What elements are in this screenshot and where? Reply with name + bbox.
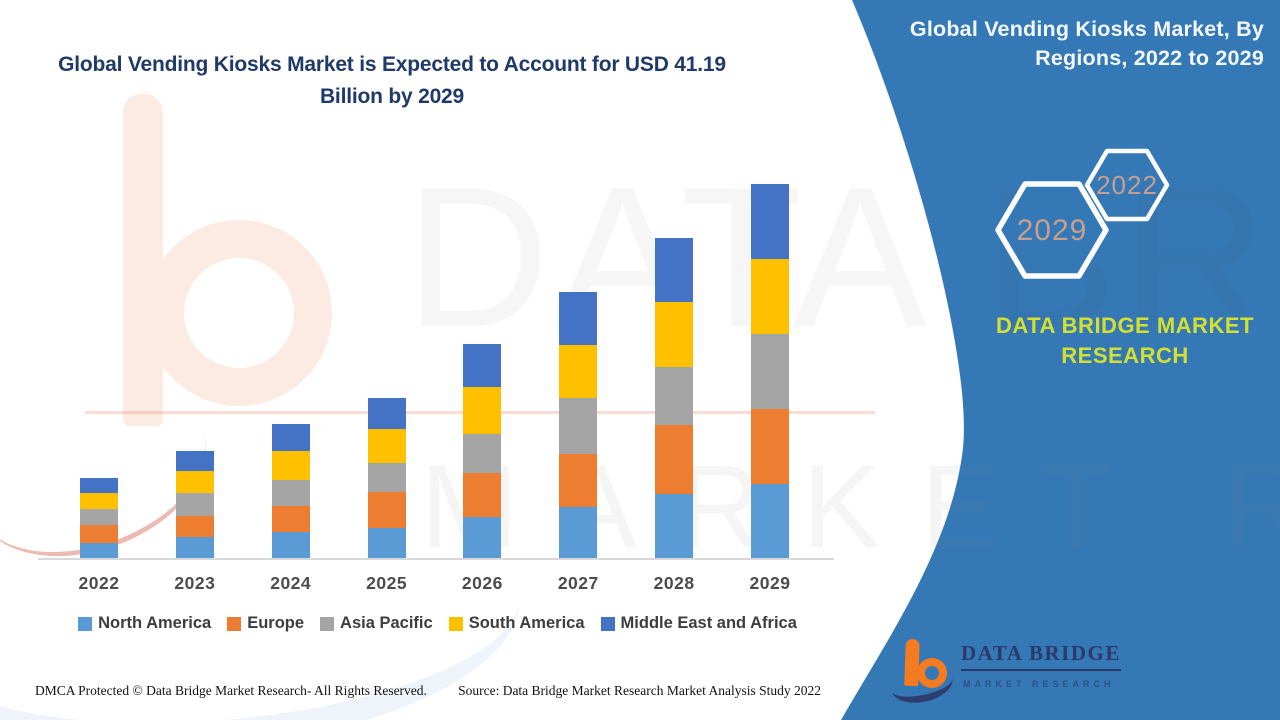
legend-item-middle-east-and-africa: Middle East and Africa [600,614,797,633]
bar-segment-north-america [367,528,406,558]
year-hexagons: 2022 2029 [995,148,1170,279]
bar-segment-europe [271,506,310,532]
bar-segment-north-america [751,484,789,558]
legend-swatch [320,616,335,631]
bar-segment-north-america [175,537,214,558]
bar-segment-europe [463,473,502,517]
x-axis-label-2023: 2023 [174,573,216,593]
bar-segment-north-america [655,494,694,558]
bar-segment-middle-east-and-africa [751,184,789,259]
chart-legend: North America Europe Asia Pacific South Ame… [40,614,835,633]
bar-segment-middle-east-and-africa [559,292,598,345]
brand-wordmark-line2: RESEARCH [1061,343,1189,368]
hexagon-2029-label: 2029 [1017,214,1088,247]
legend-label: South America [468,614,585,632]
legend-item-south-america: South America [448,614,585,633]
bar-segment-asia-pacific [80,509,118,525]
panel-title-line2: Regions, 2022 to 2029 [1035,46,1264,70]
bar-segment-north-america [559,507,598,558]
x-axis-label-2025: 2025 [366,573,408,593]
bar-segment-asia-pacific [463,434,502,473]
legend-label: Middle East and Africa [620,614,797,632]
hexagon-2029 [995,181,1109,279]
footer: DMCA Protected © Data Bridge Market Rese… [35,683,821,699]
bar-segment-south-america [271,451,310,480]
bar-segment-south-america [559,345,598,398]
legend-swatch [600,616,615,631]
headline-line2: Billion by 2029 [319,85,465,108]
legend-swatch [227,616,242,631]
blue-panel-shape [841,0,1280,720]
legend-label: North America [98,614,212,632]
bar-segment-asia-pacific [655,367,694,425]
panel-title-line1: Global Vending Kiosks Market, By [909,17,1264,41]
bar-segment-europe [655,425,694,494]
legend-label: Europe [247,614,305,632]
bar-segment-europe [559,454,598,507]
legend-item-north-america: North America [78,614,211,633]
bar-segment-north-america [80,543,118,558]
bar-segment-south-america [655,302,694,367]
bar-segment-middle-east-and-africa [463,344,502,387]
data-bridge-logo: DATA BRIDGE MARKET RESEARCH [888,633,1133,709]
x-axis-line [38,558,834,560]
bar-segment-asia-pacific [175,493,214,516]
bar-segment-europe [80,525,118,543]
bar-segment-south-america [751,259,789,334]
bar-segment-middle-east-and-africa [367,398,406,429]
x-axis-label-2022: 2022 [78,573,120,593]
bar-segment-north-america [271,532,310,558]
bar-segment-asia-pacific [751,334,789,409]
bar-segment-middle-east-and-africa [80,478,118,493]
footer-dmca-text: DMCA Protected © Data Bridge Market Rese… [35,683,427,698]
legend-swatch [448,616,463,631]
legend-item-europe: Europe [227,614,304,633]
legend-swatch [78,616,93,631]
bar-segment-europe [367,492,406,528]
bar-segment-middle-east-and-africa [175,451,214,471]
bar-segment-south-america [80,493,118,509]
x-axis-label-2026: 2026 [461,573,503,593]
x-axis-label-2029: 2029 [749,573,791,593]
bar-segment-south-america [175,471,214,493]
bar-segment-asia-pacific [559,398,598,454]
bar-segment-south-america [367,429,406,463]
bar-segment-europe [751,409,789,484]
bar-segment-asia-pacific [367,463,406,492]
hexagon-2022 [1084,148,1170,222]
headline-line1: Global Vending Kiosks Market is Expected… [58,53,726,76]
bar-segment-asia-pacific [271,480,310,506]
bar-segment-middle-east-and-africa [655,238,694,302]
panel-title: Global Vending Kiosks Market, By Regions… [884,15,1264,73]
logo-b-bowl-icon [917,658,947,688]
x-axis-label-2028: 2028 [653,573,695,593]
footer-source-text: Source: Data Bridge Market Research Mark… [458,683,821,698]
hexagon-2022-label: 2022 [1096,170,1158,200]
bar-segment-middle-east-and-africa [271,424,310,451]
bar-segment-south-america [463,387,502,434]
brand-wordmark-line1: DATA BRIDGE MARKET [996,313,1254,338]
headline: Global Vending Kiosks Market is Expected… [12,49,772,113]
x-axis-label-2027: 2027 [557,573,599,593]
logo-name: DATA BRIDGE [961,641,1121,671]
legend-label: Asia Pacific [340,614,433,632]
bar-segment-north-america [463,517,502,558]
brand-wordmark: DATA BRIDGE MARKET RESEARCH [995,311,1255,371]
x-axis-label-2024: 2024 [270,573,312,593]
bar-segment-europe [175,516,214,537]
legend-item-asia-pacific: Asia Pacific [320,614,433,633]
logo-subtext: MARKET RESEARCH [963,679,1115,689]
